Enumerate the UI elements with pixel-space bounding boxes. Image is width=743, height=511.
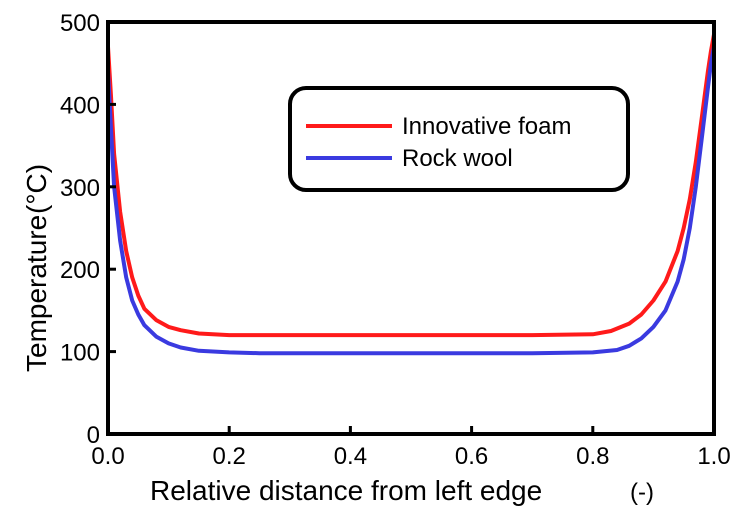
legend-label-rock-wool: Rock wool (402, 145, 513, 172)
y-tick-label: 200 (60, 257, 100, 284)
x-axis-title: Relative distance from left edge (-) (150, 475, 654, 506)
x-tick-label: 0.4 (334, 443, 367, 470)
y-axis-title: Temperature (°C) (21, 164, 52, 372)
x-tick-label: 1.0 (697, 443, 730, 470)
x-tick-label: 0.8 (576, 443, 609, 470)
y-axis-ticks: 0 100 200 300 400 500 (60, 10, 116, 449)
x-axis-ticks: 0.0 0.2 0.4 0.6 0.8 1.0 (91, 426, 731, 470)
x-tick-label: 0.0 (91, 443, 124, 470)
series-layer (106, 32, 716, 356)
legend-box (288, 86, 630, 192)
plot-frame (106, 20, 716, 436)
x-axis-unit: (-) (630, 479, 654, 506)
y-tick-label: 0 (87, 422, 100, 449)
y-axis-unit: (°C) (21, 164, 52, 214)
series-line-rock-wool (106, 44, 716, 356)
x-axis-label: Relative distance from left edge (150, 475, 542, 506)
x-tick-label: 0.2 (213, 443, 246, 470)
legend: Innovative foam Rock wool (288, 86, 630, 192)
y-tick-label: 300 (60, 175, 100, 202)
x-tick-label: 0.6 (455, 443, 488, 470)
y-tick-label: 400 (60, 92, 100, 119)
legend-label-innovative-foam: Innovative foam (402, 113, 571, 140)
y-axis-label: Temperature (21, 215, 52, 372)
y-tick-label: 500 (60, 10, 100, 37)
series-line-innovative-foam (106, 32, 716, 338)
y-tick-label: 100 (60, 340, 100, 367)
